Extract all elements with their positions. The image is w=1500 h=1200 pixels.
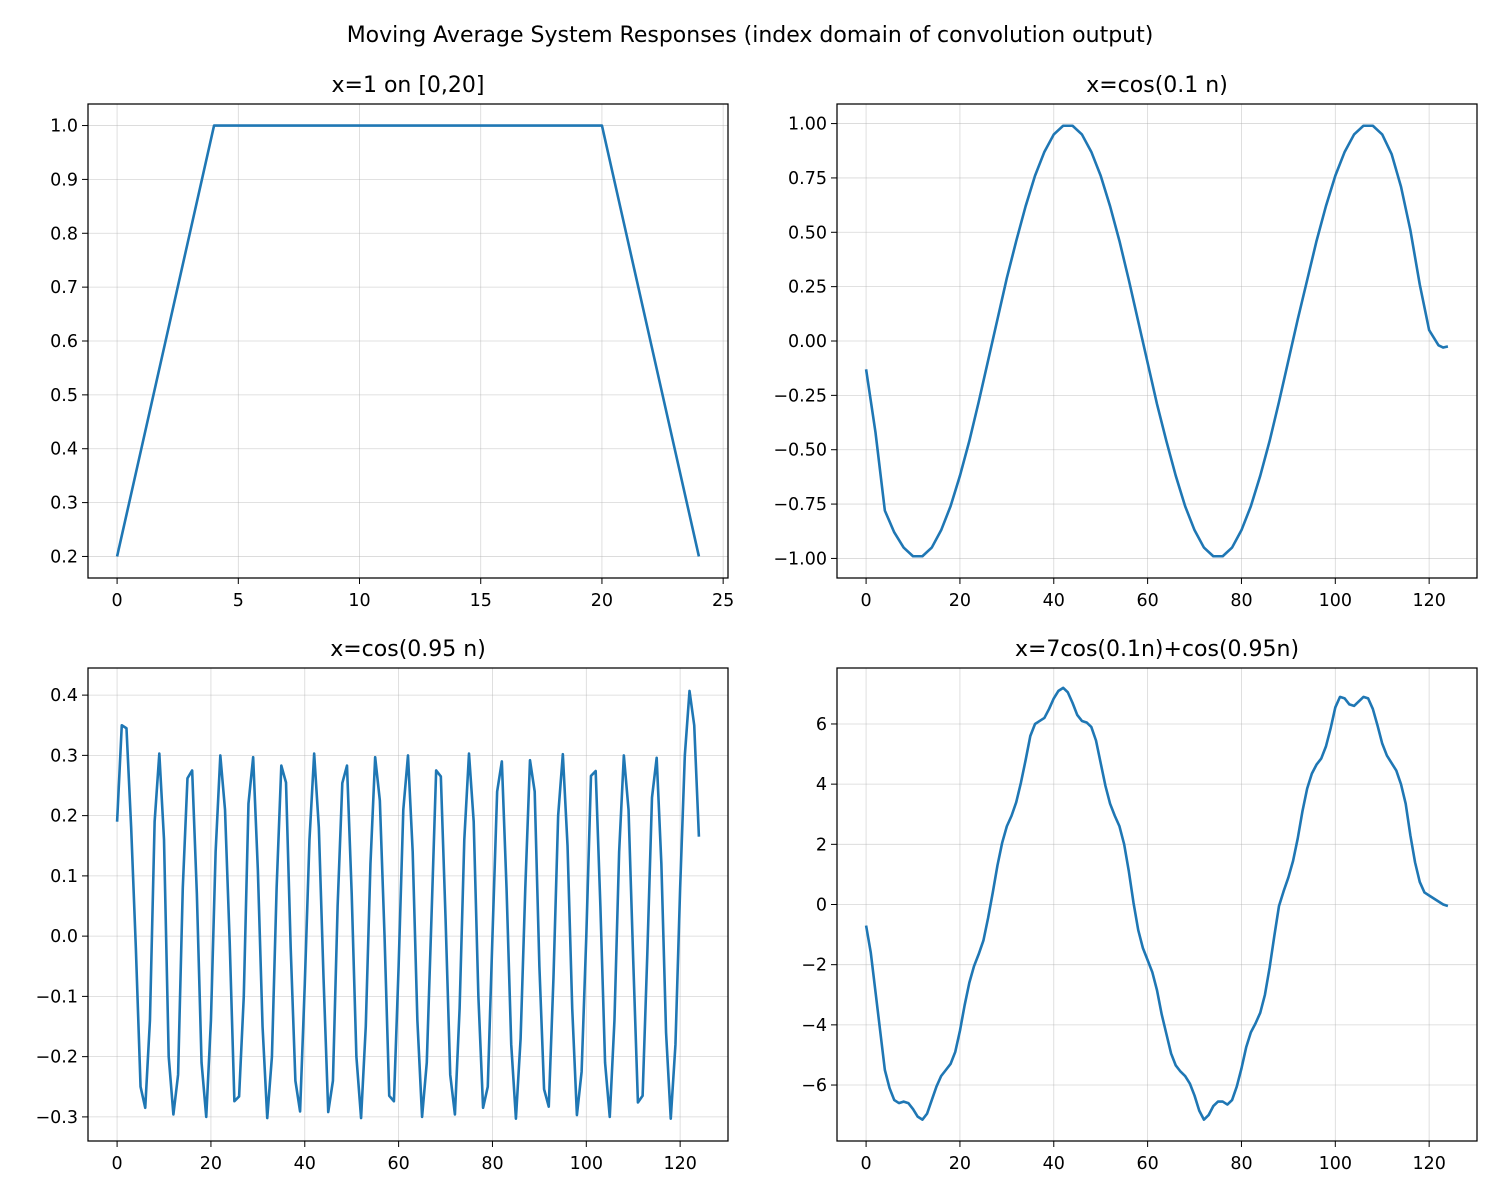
series-line-bottom-left xyxy=(115,689,701,1121)
y-tick-label: 0.3 xyxy=(50,746,78,766)
x-tick-label: 120 xyxy=(1412,1154,1445,1174)
y-tick-label: −0.75 xyxy=(773,495,827,515)
x-tick-label: 0 xyxy=(861,591,872,611)
x-tick-label: 80 xyxy=(481,1154,503,1174)
x-tick-label: 100 xyxy=(570,1154,603,1174)
grid-bottom-right xyxy=(837,668,1477,1141)
y-tick-label: −0.25 xyxy=(773,386,827,406)
x-tick-label: 60 xyxy=(1136,1154,1158,1174)
y-tick-label: 0.8 xyxy=(50,224,78,244)
subplot-title-bottom-right: x=7cos(0.1n)+cos(0.95n) xyxy=(1015,637,1299,662)
x-tick-label: 60 xyxy=(387,1154,409,1174)
y-tick-label: −0.1 xyxy=(36,987,79,1007)
x-tick-label: 10 xyxy=(348,591,370,611)
x-tick-label: 80 xyxy=(1230,1154,1252,1174)
y-tick-label: −2 xyxy=(801,956,827,976)
x-tick-label: 25 xyxy=(712,591,734,611)
y-tick-label: 0.2 xyxy=(50,547,78,567)
subplot-bottom-left: 0 20 40 60 80 100 120 −0.3 −0.2 −0.1 0.0 0.1 0.2 0.3 0… xyxy=(36,637,729,1174)
x-tick-label: 0 xyxy=(112,591,123,611)
y-tick-label: −0.3 xyxy=(36,1108,79,1128)
y-tick-label: 0.0 xyxy=(50,927,78,947)
figure-suptitle: Moving Average System Responses (index d… xyxy=(347,23,1154,48)
y-tick-label: 1.0 xyxy=(50,117,78,137)
subplot-title-bottom-left: x=cos(0.95 n) xyxy=(330,637,486,662)
y-tick-label: −4 xyxy=(801,1016,827,1036)
x-tick-label: 120 xyxy=(1412,591,1445,611)
x-tick-label: 0 xyxy=(112,1154,123,1174)
x-tick-label: 20 xyxy=(949,1154,971,1174)
x-tick-label: 60 xyxy=(1136,591,1158,611)
y-tick-label: 0.2 xyxy=(50,807,78,827)
x-tick-label: 5 xyxy=(233,591,244,611)
y-tick-label: 0.7 xyxy=(50,278,78,298)
y-tick-label: 0.3 xyxy=(50,494,78,514)
series-line-top-left xyxy=(115,124,701,557)
x-tick-label: 15 xyxy=(470,591,492,611)
x-tick-label: 40 xyxy=(294,1154,316,1174)
y-tick-label: 0.25 xyxy=(788,278,827,298)
x-tick-label: 100 xyxy=(1319,591,1352,611)
x-tick-label: 0 xyxy=(861,1154,872,1174)
y-tick-label: 0.75 xyxy=(788,169,827,189)
y-tick-label: −6 xyxy=(801,1076,827,1096)
y-tick-label: 4 xyxy=(816,775,827,795)
y-tick-label: −0.50 xyxy=(773,441,827,461)
y-tick-label: −1.00 xyxy=(773,549,827,569)
y-tick-label: 6 xyxy=(816,715,827,735)
subplot-title-top-left: x=1 on [0,20] xyxy=(332,73,485,98)
y-tick-label: −0.2 xyxy=(36,1048,79,1068)
y-tick-label: 0.5 xyxy=(50,386,78,406)
x-tick-label: 100 xyxy=(1319,1154,1352,1174)
subplot-top-left: 0 5 10 15 20 25 0.2 0.3 0.4 0.5 0.6 0.7 0.8 0.9 1.0 x=1… xyxy=(50,73,734,611)
grid-top-left xyxy=(88,104,728,578)
y-tick-label: 0.4 xyxy=(50,686,78,706)
x-tick-label: 20 xyxy=(200,1154,222,1174)
y-tick-label: 2 xyxy=(816,835,827,855)
axes-frame-bottom-left xyxy=(87,667,729,1142)
x-tick-label: 20 xyxy=(591,591,613,611)
y-tick-label: 0.6 xyxy=(50,332,78,352)
y-tick-label: 1.00 xyxy=(788,115,827,135)
x-tick-label: 20 xyxy=(949,591,971,611)
y-tick-label: 0.4 xyxy=(50,440,78,460)
x-tick-label: 40 xyxy=(1043,1154,1065,1174)
y-tick-label: 0.50 xyxy=(788,223,827,243)
x-tick-label: 80 xyxy=(1230,591,1252,611)
x-tick-label: 40 xyxy=(1043,591,1065,611)
y-tick-label: 0.9 xyxy=(50,170,78,190)
y-tick-label: 0.00 xyxy=(788,332,827,352)
x-tick-label: 120 xyxy=(663,1154,696,1174)
grid-top-right xyxy=(837,104,1477,578)
series-line-top-right xyxy=(864,124,1449,558)
series-line-bottom-right xyxy=(864,686,1449,1121)
subplot-title-top-right: x=cos(0.1 n) xyxy=(1086,73,1228,98)
subplot-bottom-right: 0 20 40 60 80 100 120 −6 −4 −2 0 2 4 6 x=7cos(0.1n)+co… xyxy=(801,637,1478,1174)
y-tick-label: 0 xyxy=(816,896,827,916)
y-tick-label: 0.1 xyxy=(50,867,78,887)
subplot-top-right: 0 20 40 60 80 100 120 −1.00 −0.75 −0.50 −0.25 0.00 0… xyxy=(773,73,1478,611)
